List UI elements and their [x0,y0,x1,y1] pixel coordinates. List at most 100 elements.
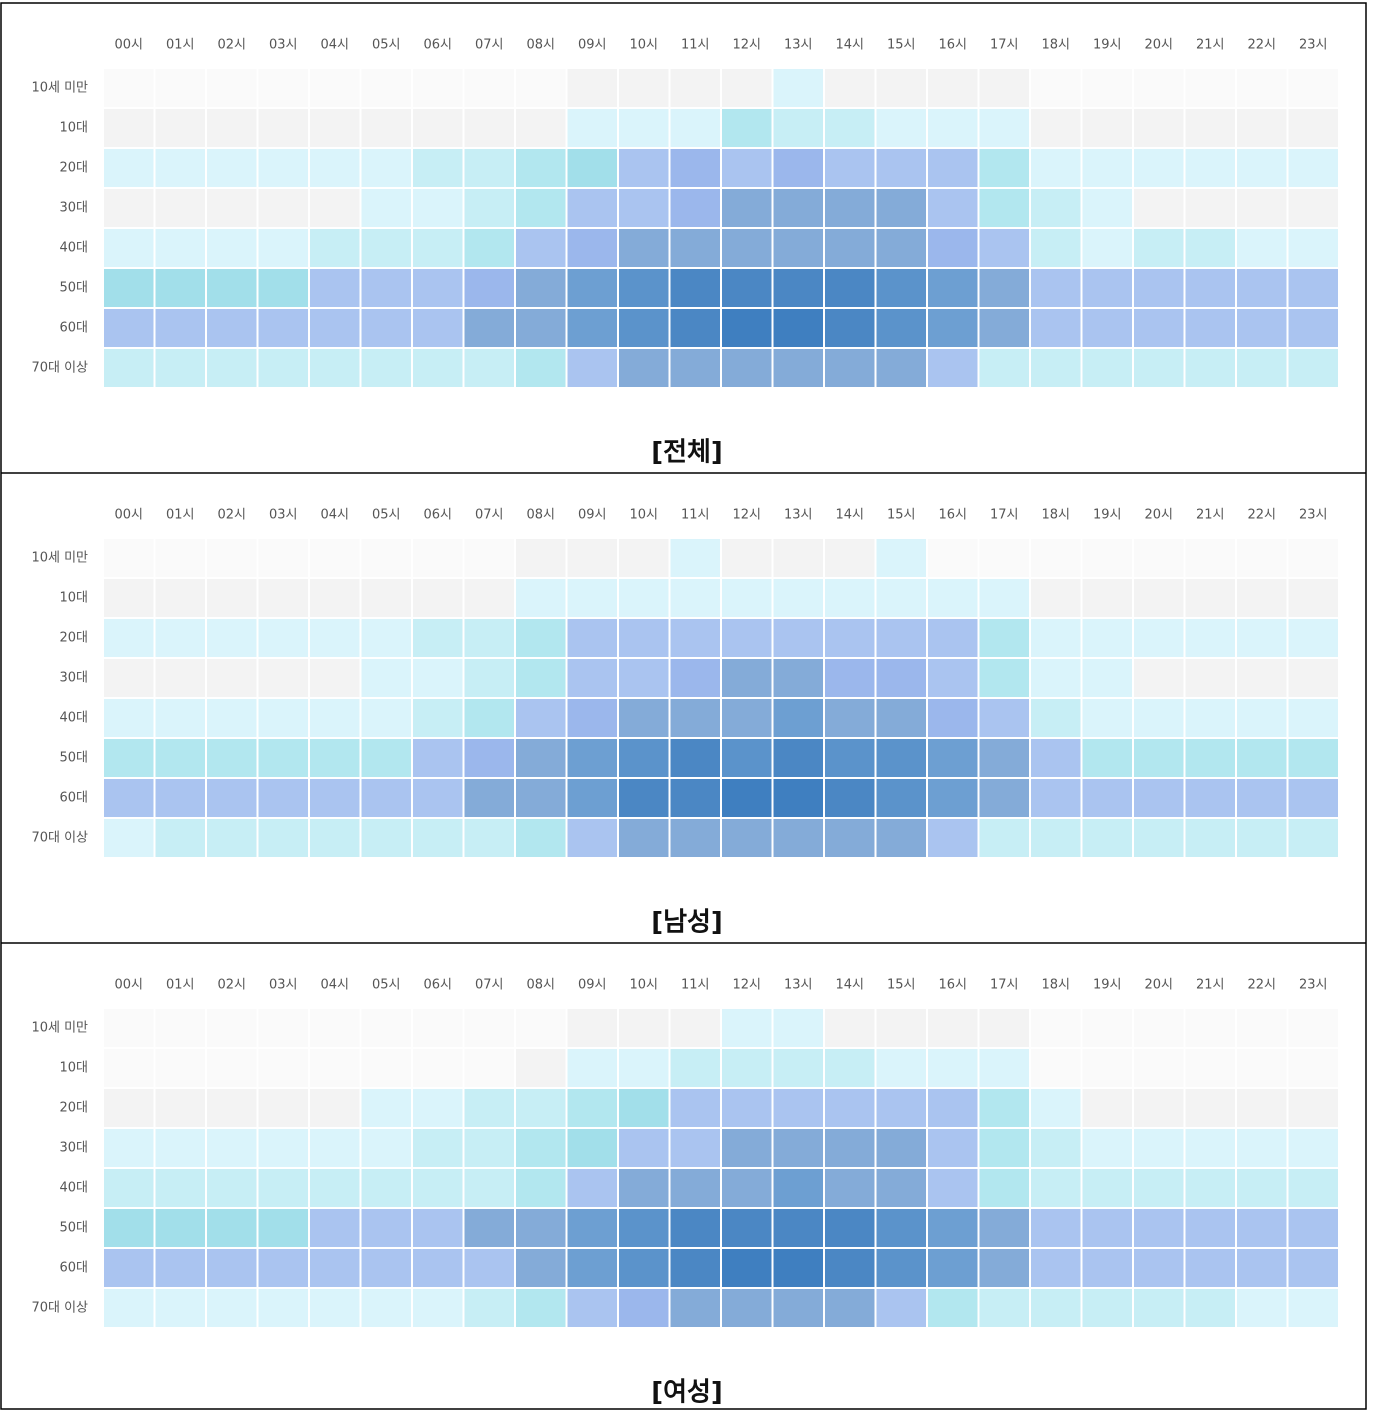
y-tick-label: 70대 이상 [31,831,88,846]
x-tick-label: 18시 [1041,38,1070,53]
heatmap-cell [1080,347,1134,389]
heatmap-cell [874,1007,928,1049]
heatmap-cell [977,307,1031,349]
heatmap-cell [205,657,259,699]
heatmap-cell [514,67,568,109]
heatmap-cell [565,107,619,149]
heatmap-cell [411,227,465,269]
heatmap-cell [462,267,516,309]
heatmap-cell [1286,307,1340,349]
heatmap-cell [411,1127,465,1169]
x-tick-label: 08시 [526,38,555,53]
heatmap-cell [359,67,413,109]
heatmap-cell [1286,817,1340,859]
heatmap-cell [205,307,259,349]
heatmap-cell [668,1047,722,1089]
heatmap-cell [153,1207,207,1249]
heatmap-cell [1235,1047,1289,1089]
heatmap-cell [771,577,825,619]
heatmap-cell [514,537,568,579]
heatmap-cell [1132,1007,1186,1049]
heatmap-cell [823,777,877,819]
heatmap-cell [205,1287,259,1329]
heatmap-cell [1029,817,1083,859]
heatmap-cell [1029,697,1083,739]
heatmap-cell [565,1007,619,1049]
x-tick-label: 04시 [320,38,349,53]
heatmap-cell [926,227,980,269]
heatmap-cell [977,1247,1031,1289]
heatmap-cell [102,737,156,779]
heatmap-cell [411,657,465,699]
heatmap-cell [1080,577,1134,619]
x-tick-label: 14시 [835,38,864,53]
heatmap-cell [565,817,619,859]
heatmap-cell [1286,657,1340,699]
y-tick-label: 60대 [59,321,88,336]
heatmap-cell [514,1087,568,1129]
heatmap-cell [1080,697,1134,739]
heatmap-cell [926,817,980,859]
heatmap-cell [1286,147,1340,189]
heatmap-cell [1183,697,1237,739]
heatmap-cell [977,267,1031,309]
heatmap-cell [153,537,207,579]
heatmap-cell [1235,1007,1289,1049]
heatmap-cell [256,347,310,389]
heatmap-cell [1080,227,1134,269]
heatmap-cell [1029,187,1083,229]
heatmap-cell [359,147,413,189]
y-tick-label: 30대 [59,671,88,686]
y-tick-label: 40대 [59,711,88,726]
chart-title: [전체] [651,438,723,468]
y-tick-label: 30대 [59,1141,88,1156]
x-tick-label: 05시 [372,978,401,993]
heatmap-cell [1286,1247,1340,1289]
heatmap-cell [462,347,516,389]
heatmap-cell [411,1167,465,1209]
heatmap-cell [1080,1007,1134,1049]
heatmap-cell [874,107,928,149]
heatmap-cell [926,537,980,579]
heatmap-cell [1132,67,1186,109]
heatmap-cell [411,1087,465,1129]
heatmap-cell [1132,577,1186,619]
heatmap-cell [102,537,156,579]
heatmap-cell [771,817,825,859]
heatmap-cell [462,1167,516,1209]
heatmap-cell [462,657,516,699]
heatmap-cell [977,187,1031,229]
heatmap-cell [1235,307,1289,349]
heatmap-cell [565,777,619,819]
heatmap-cell [462,1047,516,1089]
x-tick-label: 00시 [114,38,143,53]
heatmap-cell [359,817,413,859]
heatmap-cell [823,267,877,309]
heatmap-cell [1235,1167,1289,1209]
x-tick-label: 16시 [938,508,967,523]
heatmap-cell [1286,1087,1340,1129]
heatmap-cell [565,347,619,389]
heatmap-cell [205,777,259,819]
heatmap-cell [1235,267,1289,309]
heatmap-cell [1183,307,1237,349]
heatmap-cell [823,1247,877,1289]
heatmap-cell [617,657,671,699]
heatmap-cell [1029,107,1083,149]
heatmap-cell [771,1127,825,1169]
heatmap-cell [153,617,207,659]
y-tick-label: 70대 이상 [31,1301,88,1316]
heatmap-cell [462,777,516,819]
heatmap-cell [1235,107,1289,149]
heatmap-cell [823,737,877,779]
heatmap-cell [1235,697,1289,739]
heatmap-cell [153,1087,207,1129]
heatmap-cell [205,267,259,309]
heatmap-cell [1029,1047,1083,1089]
heatmap-cell [1183,617,1237,659]
heatmap-cell [102,1207,156,1249]
heatmap-cell [102,777,156,819]
heatmap-cell [874,617,928,659]
heatmap-cell [1080,307,1134,349]
heatmap-cell [308,1047,362,1089]
